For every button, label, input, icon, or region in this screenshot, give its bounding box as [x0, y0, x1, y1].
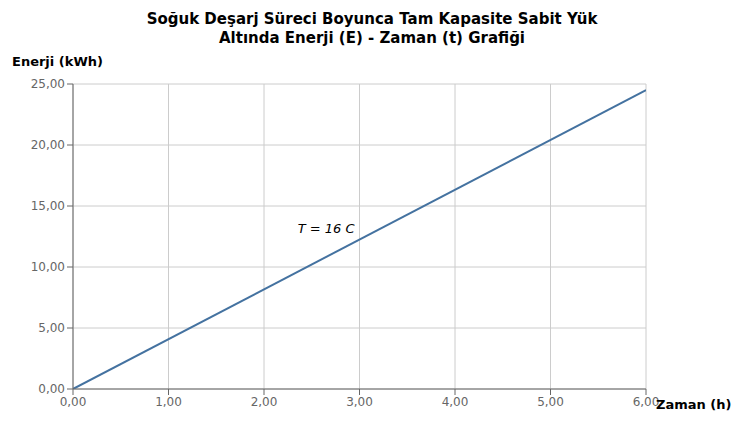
svg-text:1,00: 1,00	[155, 395, 182, 409]
html-text:Soğuk Deşarj Süreci Boyunca Ta: Soğuk Deşarj Süreci Boyunca Tam Kapasite…	[146, 10, 598, 28]
svg-text:5,00: 5,00	[38, 321, 65, 335]
svg-text:0,00: 0,00	[60, 395, 87, 409]
svg-text:6,00: 6,00	[633, 395, 660, 409]
svg-text:15,00: 15,00	[31, 199, 65, 213]
html-text:Zaman (h): Zaman (h)	[656, 397, 732, 412]
html-text:Altında Enerji (E) - Zaman (t): Altında Enerji (E) - Zaman (t) Grafiği	[219, 29, 525, 47]
svg-text:2,00: 2,00	[251, 395, 278, 409]
svg-text:25,00: 25,00	[31, 77, 65, 91]
svg-text:5,00: 5,00	[537, 395, 564, 409]
svg-text:0,00: 0,00	[38, 382, 65, 396]
svg-text:3,00: 3,00	[346, 395, 373, 409]
svg-text:20,00: 20,00	[31, 138, 65, 152]
svg-text:T = 16 C: T = 16 C	[298, 221, 356, 236]
html-text:Enerji (kWh): Enerji (kWh)	[12, 54, 103, 69]
svg-text:4,00: 4,00	[442, 395, 469, 409]
svg-text:10,00: 10,00	[31, 260, 65, 274]
